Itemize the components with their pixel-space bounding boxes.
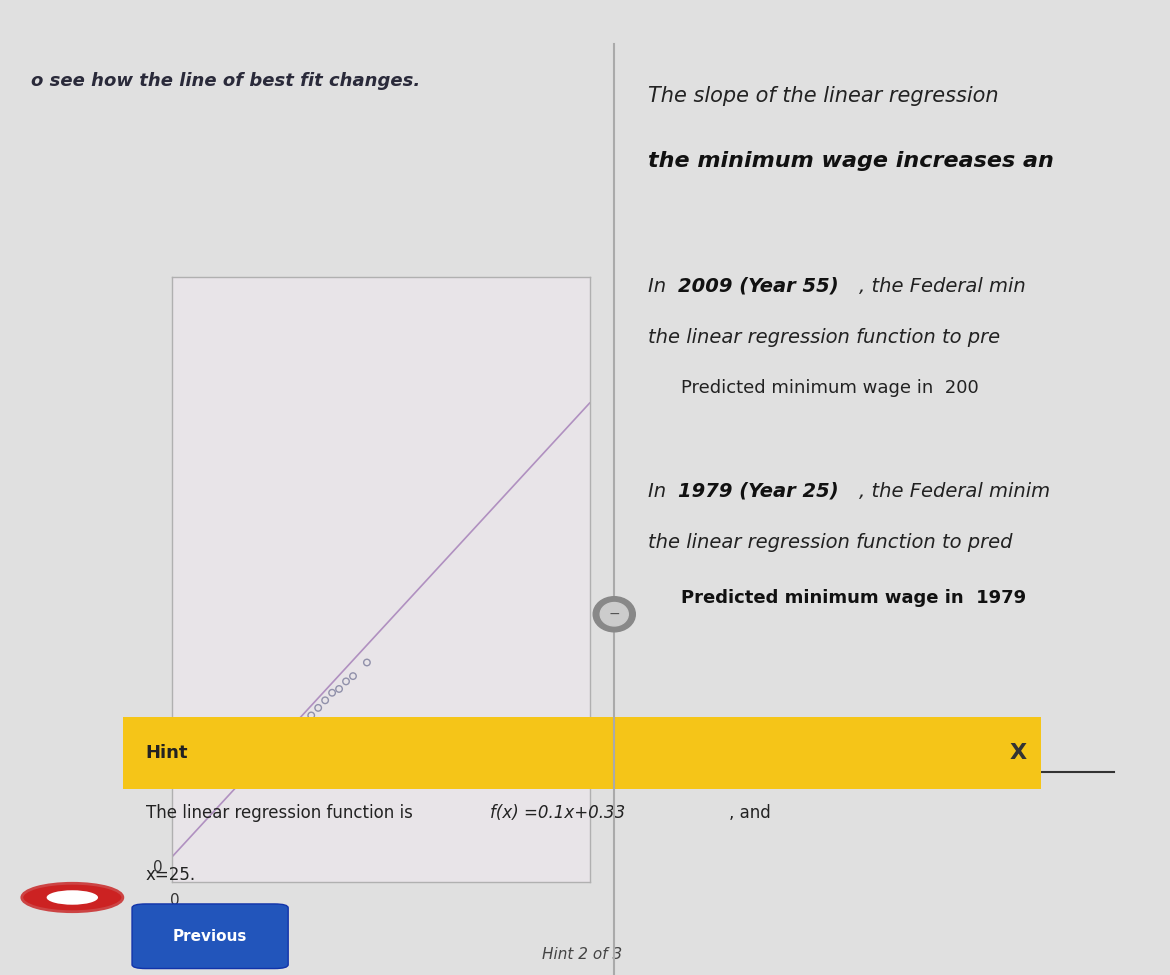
Text: the linear regression function to pred: the linear regression function to pred bbox=[648, 532, 1012, 552]
Circle shape bbox=[22, 883, 123, 912]
Point bbox=[281, 730, 300, 746]
Text: Predicted minimum wage in  1979: Predicted minimum wage in 1979 bbox=[681, 589, 1026, 606]
Point bbox=[330, 682, 349, 697]
Text: 2009 (Year 55): 2009 (Year 55) bbox=[679, 277, 839, 295]
Text: Hint: Hint bbox=[146, 744, 188, 761]
Text: 0: 0 bbox=[171, 893, 180, 908]
Text: −: − bbox=[608, 607, 620, 621]
Point bbox=[344, 668, 363, 683]
Point bbox=[309, 700, 328, 716]
Text: The slope of the linear regression: The slope of the linear regression bbox=[648, 86, 998, 105]
Text: , the Federal min: , the Federal min bbox=[859, 277, 1026, 295]
Point bbox=[337, 674, 356, 689]
Text: Previous: Previous bbox=[173, 929, 247, 944]
Text: o see how the line of best fit changes.: o see how the line of best fit changes. bbox=[30, 72, 420, 90]
Point bbox=[302, 708, 321, 723]
Text: 0: 0 bbox=[153, 860, 163, 876]
Text: Hint 2 of 3: Hint 2 of 3 bbox=[542, 947, 622, 961]
Text: , and: , and bbox=[729, 804, 771, 823]
Text: The prediction for the year (A)         is: The prediction for the year (A) is bbox=[648, 760, 1016, 780]
Circle shape bbox=[47, 890, 98, 905]
Text: f(x) =0.1x+0.33: f(x) =0.1x+0.33 bbox=[490, 804, 626, 823]
Text: the linear regression function to pre: the linear regression function to pre bbox=[648, 328, 999, 347]
Text: Predicted minimum wage in  200: Predicted minimum wage in 200 bbox=[681, 379, 978, 397]
Text: X: X bbox=[1010, 743, 1027, 762]
Text: The linear regression function is: The linear regression function is bbox=[146, 804, 424, 823]
Point bbox=[295, 716, 314, 731]
Text: In: In bbox=[648, 482, 672, 500]
Text: the minimum wage increases an: the minimum wage increases an bbox=[648, 151, 1053, 171]
Text: , the Federal minim: , the Federal minim bbox=[859, 482, 1049, 500]
Point bbox=[288, 722, 307, 738]
Point bbox=[323, 685, 342, 701]
Point bbox=[267, 753, 285, 768]
Text: 1979 (Year 25): 1979 (Year 25) bbox=[679, 482, 839, 500]
Text: In: In bbox=[648, 277, 672, 295]
Point bbox=[316, 692, 335, 708]
Text: x=25.: x=25. bbox=[146, 867, 195, 884]
FancyBboxPatch shape bbox=[132, 904, 288, 968]
FancyBboxPatch shape bbox=[123, 717, 1041, 789]
Point bbox=[358, 654, 377, 670]
